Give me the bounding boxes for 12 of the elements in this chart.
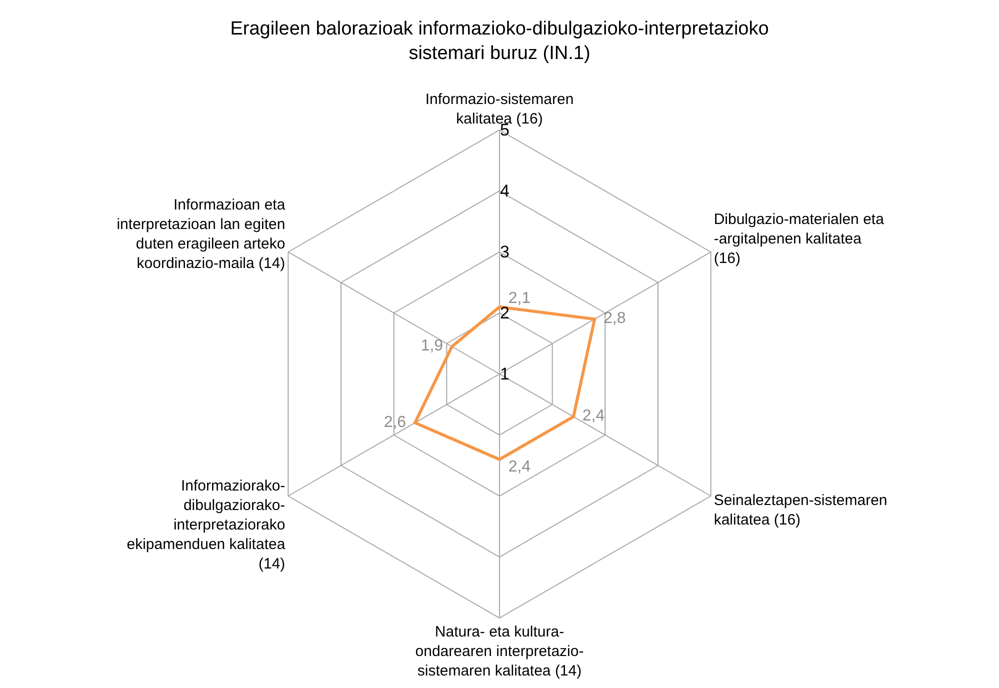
spoke-label: Informaziorako-dibulgaziorako-interpretaziorako ekipamenduen kalitatea (14)	[126, 477, 286, 572]
data-label: 2,4	[500, 458, 540, 476]
chart-title: Eragileen balorazioak informazioko-dibulgazioko-interpretazioko sistemari buruz (IN.1)	[230, 18, 769, 64]
y-tick-label: 1	[500, 364, 510, 384]
spoke-label: Informazioan eta interpretazioan lan egiten duten eragileen arteko koordinazio-maila (14)	[116, 196, 286, 272]
y-tick-label: 3	[500, 242, 510, 262]
spoke-label: Dibulgazio-materialen eta -argitalpenen kalitatea (16)	[714, 211, 885, 268]
spoke-label: Seinaleztapen-sistemaren kalitatea (16)	[714, 492, 888, 528]
data-label: 1,9	[412, 338, 452, 355]
spoke-label: Natura- eta kultura-ondarearen interpretazio-sistemaren kalitatea (14)	[415, 624, 584, 680]
data-label: 2,4	[573, 408, 614, 425]
y-tick-label: 4	[500, 182, 510, 201]
